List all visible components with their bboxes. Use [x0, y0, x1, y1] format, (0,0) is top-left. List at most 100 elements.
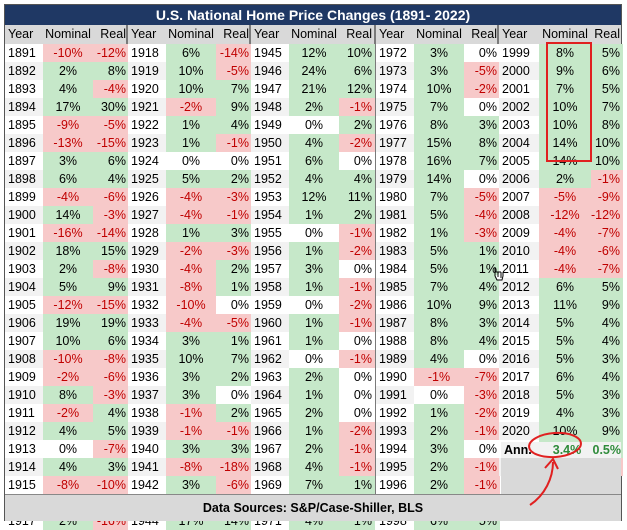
real-cell: -1% — [591, 170, 623, 188]
real-cell: 1% — [464, 260, 500, 278]
nominal-cell: 5% — [414, 242, 464, 260]
year-cell: 2006 — [502, 172, 530, 186]
table-row: 1996 2% -1% — [376, 476, 500, 494]
year-cell: 1932 — [131, 298, 159, 312]
nominal-cell: 1% — [289, 242, 339, 260]
nominal-cell: -1% — [166, 422, 216, 440]
table-row: 1987 8% 3% — [376, 314, 500, 332]
table-row: 1897 3% 6% — [5, 152, 129, 170]
year-cell: 1967 — [254, 442, 282, 456]
table-row: 1932 -10% 0% — [128, 296, 252, 314]
nominal-cell: -12% — [43, 296, 93, 314]
real-cell: -7% — [591, 224, 623, 242]
real-cell: -5% — [216, 314, 252, 332]
real-cell: 2% — [216, 404, 252, 422]
table-row: 1947 21% 12% — [251, 80, 375, 98]
real-cell: 3% — [216, 224, 252, 242]
real-cell: -14% — [93, 224, 129, 242]
header-nominal: Nominal — [542, 27, 588, 41]
nominal-cell: 5% — [539, 386, 591, 404]
real-cell: -14% — [216, 44, 252, 62]
nominal-cell: 5% — [539, 332, 591, 350]
real-cell: -2% — [464, 80, 500, 98]
real-cell: 5% — [93, 422, 129, 440]
real-cell: -1% — [339, 458, 375, 476]
table-row: 1893 4% -4% — [5, 80, 129, 98]
table-row: 1963 2% 0% — [251, 368, 375, 386]
year-cell: 1920 — [131, 82, 159, 96]
year-cell: 1989 — [379, 352, 407, 366]
header-year: Year — [254, 27, 280, 41]
nominal-cell: 3% — [166, 476, 216, 494]
nominal-cell: 2% — [289, 404, 339, 422]
table-row: 1921 -2% 9% — [128, 98, 252, 116]
nominal-cell: -8% — [166, 278, 216, 296]
year-cell: 2019 — [502, 406, 530, 420]
year-cell: 1959 — [254, 298, 282, 312]
year-cell: 1937 — [131, 388, 159, 402]
nominal-cell: 10% — [414, 80, 464, 98]
real-cell: -4% — [464, 206, 500, 224]
table-row: 1907 10% 6% — [5, 332, 129, 350]
table-row: 1972 3% 0% — [376, 44, 500, 62]
table-column: Year Nominal Real 1918 6% -14% 1919 10% -5% 1920 1… — [128, 25, 252, 530]
year-cell: 1973 — [379, 64, 407, 78]
table-row: 1911 -2% 4% — [5, 404, 129, 422]
table-row: 1920 10% 7% — [128, 80, 252, 98]
year-cell: 1995 — [379, 460, 407, 474]
nominal-cell: 8% — [43, 386, 93, 404]
nominal-cell: 6% — [539, 368, 591, 386]
real-cell: -12% — [591, 206, 623, 224]
nominal-cell: 14% — [539, 134, 591, 152]
year-cell: 2015 — [502, 334, 530, 348]
year-cell: 2000 — [502, 64, 530, 78]
nominal-cell: 3% — [166, 386, 216, 404]
table-row: 1968 4% -1% — [251, 458, 375, 476]
real-cell: 2% — [339, 206, 375, 224]
column-header-row: Year Nominal Real — [499, 25, 621, 44]
year-cell: 1951 — [254, 154, 282, 168]
table-row: 2006 2% -1% — [499, 170, 623, 188]
real-cell: 4% — [93, 404, 129, 422]
real-cell: 10% — [339, 44, 375, 62]
table-row: 1931 -8% 1% — [128, 278, 252, 296]
nominal-cell: 10% — [539, 116, 591, 134]
table-row: 1903 2% -8% — [5, 260, 129, 278]
table-row: 1980 7% -5% — [376, 188, 500, 206]
year-cell: 1939 — [131, 424, 159, 438]
nominal-cell: 1% — [414, 404, 464, 422]
header-year: Year — [131, 27, 157, 41]
nominal-cell: 2% — [539, 170, 591, 188]
nominal-cell: 0% — [289, 224, 339, 242]
year-cell: 1961 — [254, 334, 282, 348]
nominal-cell: 2% — [414, 422, 464, 440]
real-cell: 4% — [339, 170, 375, 188]
table-row: 1993 2% -1% — [376, 422, 500, 440]
year-cell: 1940 — [131, 442, 159, 456]
real-cell: -2% — [339, 242, 375, 260]
table-row: 2010 -4% -6% — [499, 242, 623, 260]
nominal-cell: -9% — [43, 116, 93, 134]
real-cell: 10% — [591, 152, 623, 170]
nominal-cell: -2% — [43, 368, 93, 386]
table-row: 1976 8% 3% — [376, 116, 500, 134]
year-cell: 1992 — [379, 406, 407, 420]
table-row: 1905 -12% -15% — [5, 296, 129, 314]
header-real: Real — [100, 27, 126, 41]
year-cell: 1909 — [8, 370, 36, 384]
table-row: 1965 2% 0% — [251, 404, 375, 422]
nominal-cell: 8% — [539, 44, 591, 62]
nominal-cell: 4% — [414, 350, 464, 368]
year-cell: 1956 — [254, 244, 282, 258]
nominal-cell: 5% — [539, 350, 591, 368]
real-cell: 3% — [591, 350, 623, 368]
table-row: 2017 6% 4% — [499, 368, 623, 386]
year-cell: 1927 — [131, 208, 159, 222]
nominal-cell: 1% — [289, 206, 339, 224]
nominal-cell: 5% — [539, 314, 591, 332]
header-real: Real — [471, 27, 497, 41]
year-cell: 1993 — [379, 424, 407, 438]
year-cell: 1929 — [131, 244, 159, 258]
table-row: 1912 4% 5% — [5, 422, 129, 440]
real-cell: 1% — [339, 476, 375, 494]
